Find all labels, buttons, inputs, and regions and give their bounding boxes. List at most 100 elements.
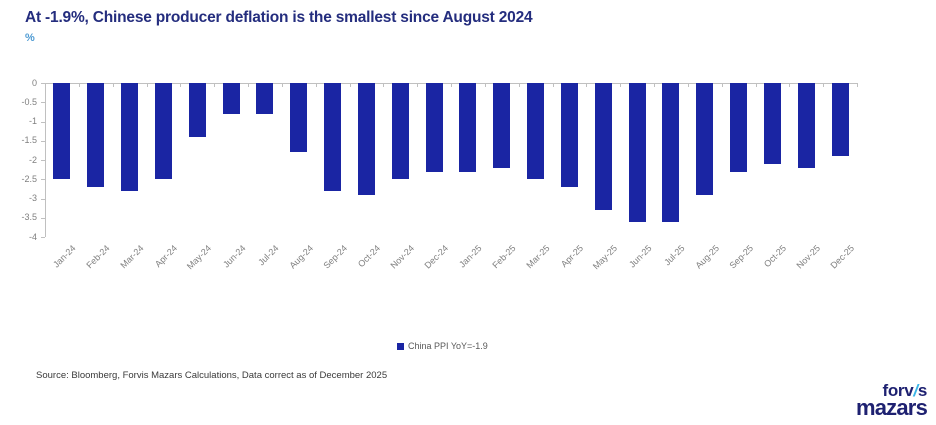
bar-Mar-25 xyxy=(527,83,545,180)
x-axis-tick xyxy=(349,83,351,87)
x-axis-tick xyxy=(518,83,520,87)
y-axis-tick xyxy=(41,198,45,200)
y-axis-tick-label: -4 xyxy=(28,231,37,242)
bar-Jun-25 xyxy=(628,83,646,222)
bar-Oct-25 xyxy=(763,83,781,164)
x-axis-label-May-24: May-24 xyxy=(185,243,214,272)
y-axis-tick-label: -2 xyxy=(28,154,37,165)
bar-Jul-25 xyxy=(662,83,680,222)
bar-Sep-25 xyxy=(730,83,748,172)
y-axis-tick-label: -1 xyxy=(28,116,37,126)
x-axis-tick xyxy=(112,83,114,87)
x-axis-label-Feb-25: Feb-25 xyxy=(490,243,518,271)
bar-Aug-24 xyxy=(290,83,308,153)
x-axis-tick xyxy=(620,83,622,87)
y-axis-unit-label: % xyxy=(25,32,35,44)
x-axis-tick xyxy=(654,83,655,87)
y-axis-tick xyxy=(41,179,45,181)
y-axis-tick xyxy=(41,140,45,142)
x-axis-label-Nov-24: Nov-24 xyxy=(388,243,417,271)
x-axis-tick xyxy=(417,83,419,87)
x-axis-label-Jun-24: Jun-24 xyxy=(220,243,248,270)
y-axis-tick xyxy=(41,160,45,161)
bar-Aug-25 xyxy=(696,83,714,195)
x-axis-label-Jul-24: Jul-24 xyxy=(256,243,281,268)
x-axis-label-Jan-24: Jan-24 xyxy=(51,243,78,270)
x-axis-label-May-25: May-25 xyxy=(591,243,620,272)
x-axis-label-Mar-25: Mar-25 xyxy=(524,243,552,271)
bar-Sep-24 xyxy=(324,83,342,191)
y-axis-tick-label: -3.5 xyxy=(21,212,37,223)
x-axis-tick xyxy=(281,83,283,87)
bar-Feb-25 xyxy=(493,83,511,168)
x-axis-tick xyxy=(789,83,791,87)
legend-swatch-icon xyxy=(397,342,404,350)
forvis-mazars-logo: forv/s mazars xyxy=(855,381,928,420)
bar-Feb-24 xyxy=(87,83,105,187)
bar-Mar-24 xyxy=(121,83,139,191)
legend-label: China PPI YoY=-1.9 xyxy=(408,341,488,351)
x-axis-tick xyxy=(552,83,554,87)
x-axis-label-Apr-24: Apr-24 xyxy=(153,243,180,270)
y-axis-tick xyxy=(41,102,45,104)
bar-Apr-25 xyxy=(560,83,578,187)
x-axis-tick xyxy=(451,83,452,87)
x-axis-tick xyxy=(857,83,858,87)
x-axis-label-Sep-25: Sep-25 xyxy=(727,243,755,271)
x-axis-label-Aug-24: Aug-24 xyxy=(287,243,315,271)
y-axis-line xyxy=(45,83,46,237)
x-axis-label-Mar-24: Mar-24 xyxy=(118,243,146,271)
x-axis-tick xyxy=(383,83,385,87)
logo-word-mazars: mazars xyxy=(855,395,928,420)
x-axis-tick xyxy=(78,83,80,87)
x-axis-label-Oct-24: Oct-24 xyxy=(356,243,383,270)
logo-word-forvis: forv/s xyxy=(882,381,927,400)
x-axis-tick xyxy=(687,83,689,87)
x-axis-tick xyxy=(315,83,317,87)
y-axis-tick xyxy=(41,237,45,238)
bar-Jan-25 xyxy=(459,83,477,172)
y-axis-tick-label: -2.5 xyxy=(21,173,37,184)
x-axis-label-Jul-25: Jul-25 xyxy=(662,243,687,268)
x-axis-tick xyxy=(586,83,588,87)
bar-Dec-24 xyxy=(425,83,443,172)
x-axis-tick xyxy=(248,83,249,87)
x-axis-tick xyxy=(484,83,486,87)
bar-Jan-24 xyxy=(53,83,71,180)
bar-Nov-24 xyxy=(391,83,409,180)
bar-May-25 xyxy=(594,83,612,211)
bar-Jul-24 xyxy=(256,83,274,114)
y-axis-tick-label: -0.5 xyxy=(21,96,37,107)
x-axis-tick xyxy=(823,83,825,87)
bar-Nov-25 xyxy=(797,83,815,168)
bar-Dec-25 xyxy=(831,83,849,157)
source-note: Source: Bloomberg, Forvis Mazars Calcula… xyxy=(36,370,388,381)
y-axis-tick xyxy=(41,217,45,219)
x-axis-label-Nov-25: Nov-25 xyxy=(794,243,823,271)
x-axis-tick xyxy=(146,83,148,87)
x-axis-tick xyxy=(721,83,723,87)
x-axis-label-Feb-24: Feb-24 xyxy=(84,243,112,271)
bar-Jun-24 xyxy=(222,83,240,114)
x-axis-label-Dec-24: Dec-24 xyxy=(422,243,451,271)
bar-Apr-24 xyxy=(154,83,172,180)
chart-legend: China PPI YoY=-1.9 xyxy=(397,341,488,351)
y-axis-tick-label: 0 xyxy=(31,77,37,88)
y-axis-tick-label: -3 xyxy=(28,193,37,203)
x-axis-label-Oct-25: Oct-25 xyxy=(762,243,789,270)
x-axis-label-Dec-25: Dec-25 xyxy=(828,243,857,271)
y-axis-tick-label: -1.5 xyxy=(21,135,37,146)
x-axis-label-Jan-25: Jan-25 xyxy=(457,243,484,270)
chart-title: At -1.9%, Chinese producer deflation is … xyxy=(25,9,533,26)
bar-May-24 xyxy=(188,83,206,137)
bar-Oct-24 xyxy=(357,83,375,195)
x-axis-label-Aug-25: Aug-25 xyxy=(693,243,721,271)
x-axis-label-Jun-25: Jun-25 xyxy=(626,243,654,270)
x-axis-label-Sep-24: Sep-24 xyxy=(321,243,349,271)
x-axis-tick xyxy=(45,83,46,87)
x-axis-tick xyxy=(180,83,182,87)
x-axis-tick xyxy=(755,83,757,87)
x-axis-label-Apr-25: Apr-25 xyxy=(559,243,586,270)
